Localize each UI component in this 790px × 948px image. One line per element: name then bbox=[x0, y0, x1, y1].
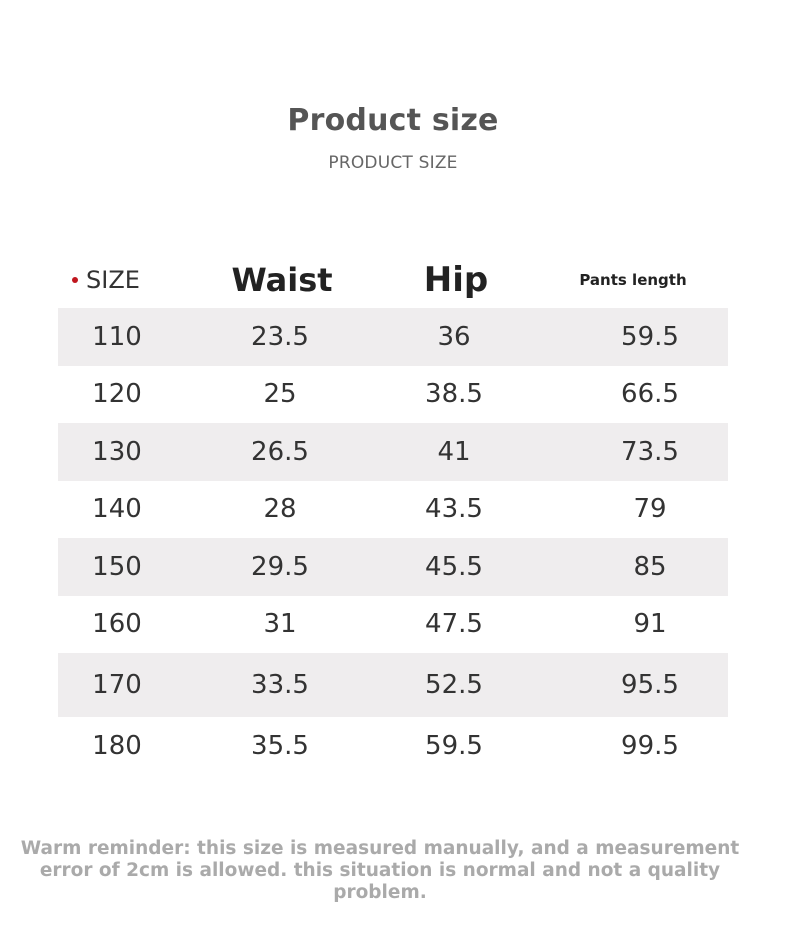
table-header: SIZE Waist Hip Pants length bbox=[58, 252, 728, 308]
cell-waist: 29.5 bbox=[251, 551, 309, 582]
page-title: Product size bbox=[287, 103, 499, 138]
header-pants-length: Pants length bbox=[579, 271, 687, 289]
header-size: SIZE bbox=[72, 252, 212, 308]
cell-pants-length: 95.5 bbox=[621, 670, 679, 700]
cell-hip: 38.5 bbox=[425, 379, 483, 410]
cell-waist: 33.5 bbox=[251, 670, 309, 700]
cell-size: 110 bbox=[92, 321, 142, 352]
table-row: 180 35.5 59.5 99.5 bbox=[58, 717, 728, 775]
cell-waist: 26.5 bbox=[251, 436, 309, 467]
cell-hip: 36 bbox=[437, 321, 471, 352]
cell-waist: 28 bbox=[263, 494, 297, 525]
cell-hip: 59.5 bbox=[425, 730, 483, 761]
page-subtitle: PRODUCT SIZE bbox=[328, 153, 458, 173]
table-row: 150 29.5 45.5 85 bbox=[58, 538, 728, 596]
bullet-dot-icon bbox=[72, 277, 78, 283]
cell-waist: 31 bbox=[263, 609, 297, 640]
cell-pants-length: 59.5 bbox=[621, 321, 679, 352]
cell-hip: 47.5 bbox=[425, 609, 483, 640]
cell-waist: 35.5 bbox=[251, 730, 309, 761]
table-row: 110 23.5 36 59.5 bbox=[58, 308, 728, 366]
table-row: 170 33.5 52.5 95.5 bbox=[58, 653, 728, 717]
cell-size: 160 bbox=[92, 609, 142, 640]
cell-waist: 23.5 bbox=[251, 321, 309, 352]
cell-waist: 25 bbox=[263, 379, 297, 410]
table-row: 140 28 43.5 79 bbox=[58, 481, 728, 539]
cell-size: 140 bbox=[92, 494, 142, 525]
table-row: 120 25 38.5 66.5 bbox=[58, 366, 728, 424]
cell-size: 180 bbox=[92, 730, 142, 761]
cell-size: 170 bbox=[92, 670, 142, 700]
table-row: 160 31 47.5 91 bbox=[58, 596, 728, 654]
cell-size: 130 bbox=[92, 436, 142, 467]
warm-reminder: Warm reminder: this size is measured man… bbox=[20, 838, 740, 903]
cell-pants-length: 99.5 bbox=[621, 730, 679, 761]
cell-pants-length: 85 bbox=[633, 551, 667, 582]
cell-pants-length: 66.5 bbox=[621, 379, 679, 410]
cell-hip: 45.5 bbox=[425, 551, 483, 582]
cell-size: 120 bbox=[92, 379, 142, 410]
cell-pants-length: 91 bbox=[633, 609, 667, 640]
header-hip: Hip bbox=[423, 260, 489, 300]
cell-hip: 43.5 bbox=[425, 494, 483, 525]
cell-size: 150 bbox=[92, 551, 142, 582]
cell-pants-length: 73.5 bbox=[621, 436, 679, 467]
header-waist: Waist bbox=[231, 261, 333, 299]
cell-hip: 41 bbox=[437, 436, 471, 467]
cell-pants-length: 79 bbox=[633, 494, 667, 525]
header-size-label: SIZE bbox=[86, 266, 140, 294]
size-table: SIZE Waist Hip Pants length 110 23.5 36 … bbox=[58, 252, 728, 775]
cell-hip: 52.5 bbox=[425, 670, 483, 700]
table-row: 130 26.5 41 73.5 bbox=[58, 423, 728, 481]
